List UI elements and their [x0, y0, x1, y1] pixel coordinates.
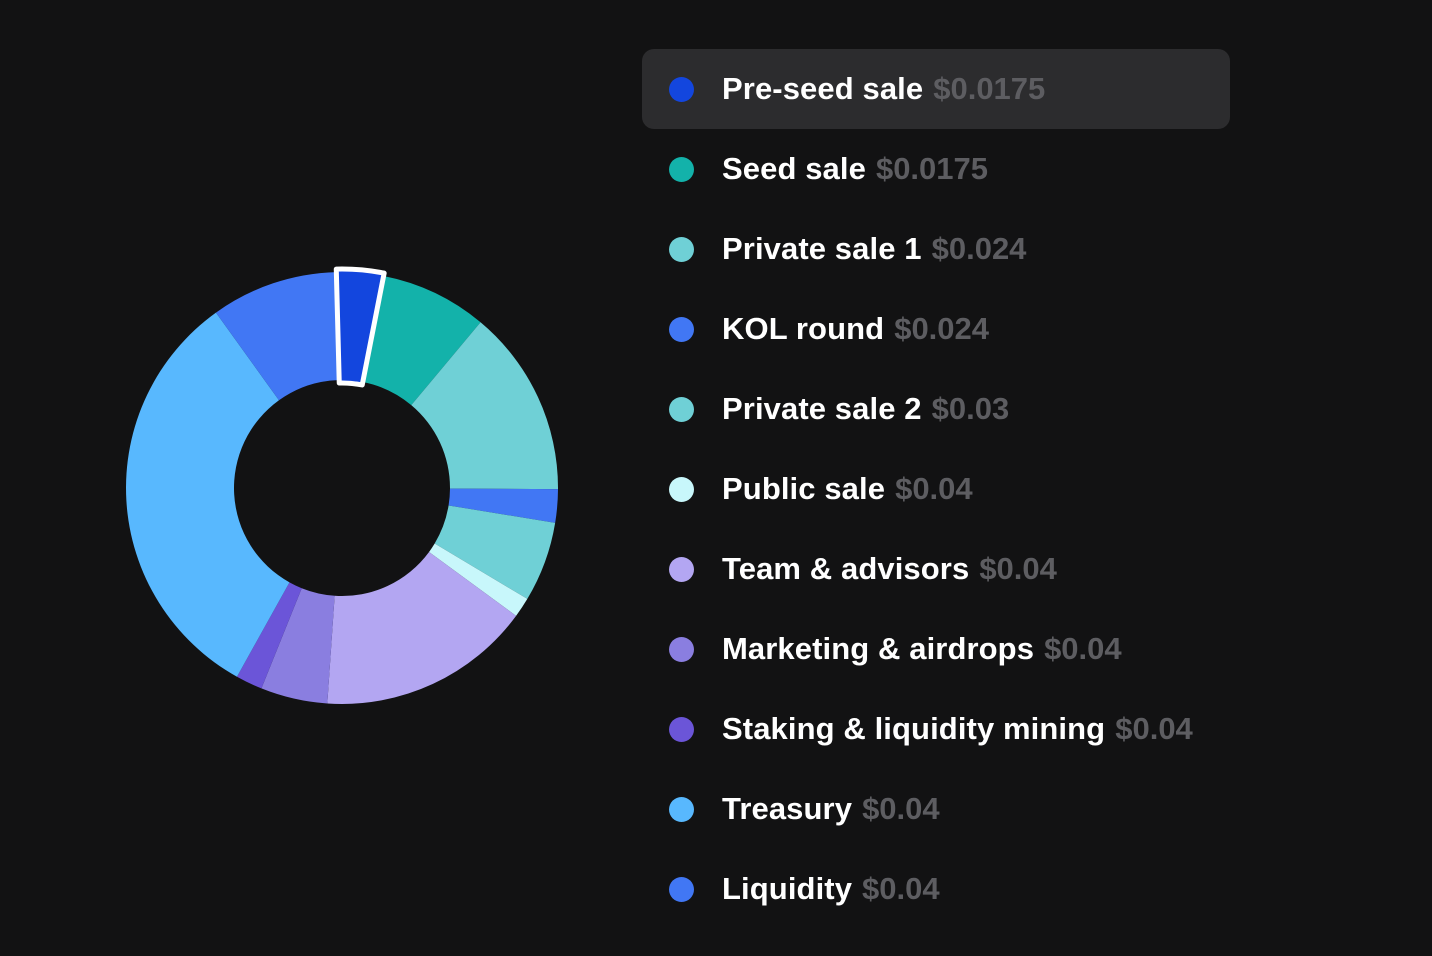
donut-slice-private-sale-2[interactable]: [434, 505, 556, 599]
legend-label: Private sale 1: [722, 231, 922, 266]
legend-color-dot: [669, 876, 694, 902]
legend-label: Seed sale: [722, 151, 866, 186]
legend-price: $0.04: [1115, 711, 1193, 746]
legend-label: Liquidity: [722, 871, 853, 906]
legend-item-kol-round[interactable]: KOL round $0.024: [642, 289, 1230, 369]
legend-color-dot: [669, 716, 694, 742]
legend-color-dot: [669, 316, 694, 342]
donut-slice-kol-round[interactable]: [448, 488, 558, 523]
donut-slice-team-and-advisors[interactable]: [327, 551, 517, 704]
donut-slice-public-sale[interactable]: [429, 543, 528, 616]
legend-price: $0.04: [862, 871, 940, 906]
legend-price: $0.04: [862, 791, 940, 826]
donut-slice-staking-and-liquidity-mining[interactable]: [236, 582, 302, 689]
legend-item-public-sale[interactable]: Public sale $0.04: [642, 449, 1230, 529]
legend-item-team-and-advisors[interactable]: Team & advisors $0.04: [642, 529, 1230, 609]
legend-item-seed-sale[interactable]: Seed sale $0.0175: [642, 129, 1230, 209]
legend-price: $0.04: [979, 551, 1057, 586]
legend-price: $0.04: [1044, 631, 1122, 666]
legend-item-marketing-and-airdrops[interactable]: Marketing & airdrops $0.04: [642, 609, 1230, 689]
legend-price: $0.024: [931, 231, 1027, 266]
legend-price: $0.04: [895, 471, 973, 506]
legend-price: $0.03: [931, 391, 1010, 426]
legend-label: Staking & liquidity mining: [722, 711, 1106, 746]
donut-slice-treasury[interactable]: [126, 312, 290, 677]
legend-label: Pre-seed sale: [722, 71, 924, 106]
legend-label: KOL round: [722, 311, 885, 346]
donut-slice-private-sale-1[interactable]: [411, 322, 559, 490]
token-allocation-donut-chart: [126, 266, 559, 704]
legend-color-dot: [669, 796, 694, 822]
legend-item-private-sale-1[interactable]: Private sale 1 $0.024: [642, 209, 1230, 289]
legend-color-dot: [669, 76, 694, 102]
legend-color-dot: [669, 636, 694, 662]
legend-color-dot: [669, 476, 694, 502]
legend-label: Marketing & airdrops: [722, 631, 1035, 666]
legend-item-private-sale-2[interactable]: Private sale 2 $0.03: [642, 369, 1230, 449]
donut-slice-pre-seed-sale[interactable]: [333, 266, 387, 388]
donut-slice-seed-sale[interactable]: [362, 276, 481, 406]
donut-slice-liquidity[interactable]: [215, 272, 340, 401]
legend-label: Treasury: [722, 791, 853, 826]
legend-color-dot: [669, 156, 694, 182]
donut-slice-marketing-and-airdrops[interactable]: [261, 588, 335, 704]
legend-label: Private sale 2: [722, 391, 922, 426]
legend-item-liquidity[interactable]: Liquidity $0.04: [642, 849, 1230, 929]
chart-legend: Pre-seed sale $0.0175 Seed sale $0.0175 Priv…: [642, 49, 1242, 929]
legend-item-staking-and-liquidity-mining[interactable]: Staking & liquidity mining $0.04: [642, 689, 1230, 769]
legend-item-pre-seed-sale[interactable]: Pre-seed sale $0.0175: [642, 49, 1230, 129]
legend-label: Team & advisors: [722, 551, 970, 586]
legend-price: $0.0175: [875, 151, 989, 186]
legend-label: Public sale: [722, 471, 886, 506]
legend-color-dot: [669, 236, 694, 262]
legend-color-dot: [669, 556, 694, 582]
legend-color-dot: [669, 396, 694, 422]
legend-price: $0.0175: [933, 71, 1046, 106]
donut-slices: [126, 266, 559, 704]
legend-price: $0.024: [894, 311, 990, 346]
legend-item-treasury[interactable]: Treasury $0.04: [642, 769, 1230, 849]
